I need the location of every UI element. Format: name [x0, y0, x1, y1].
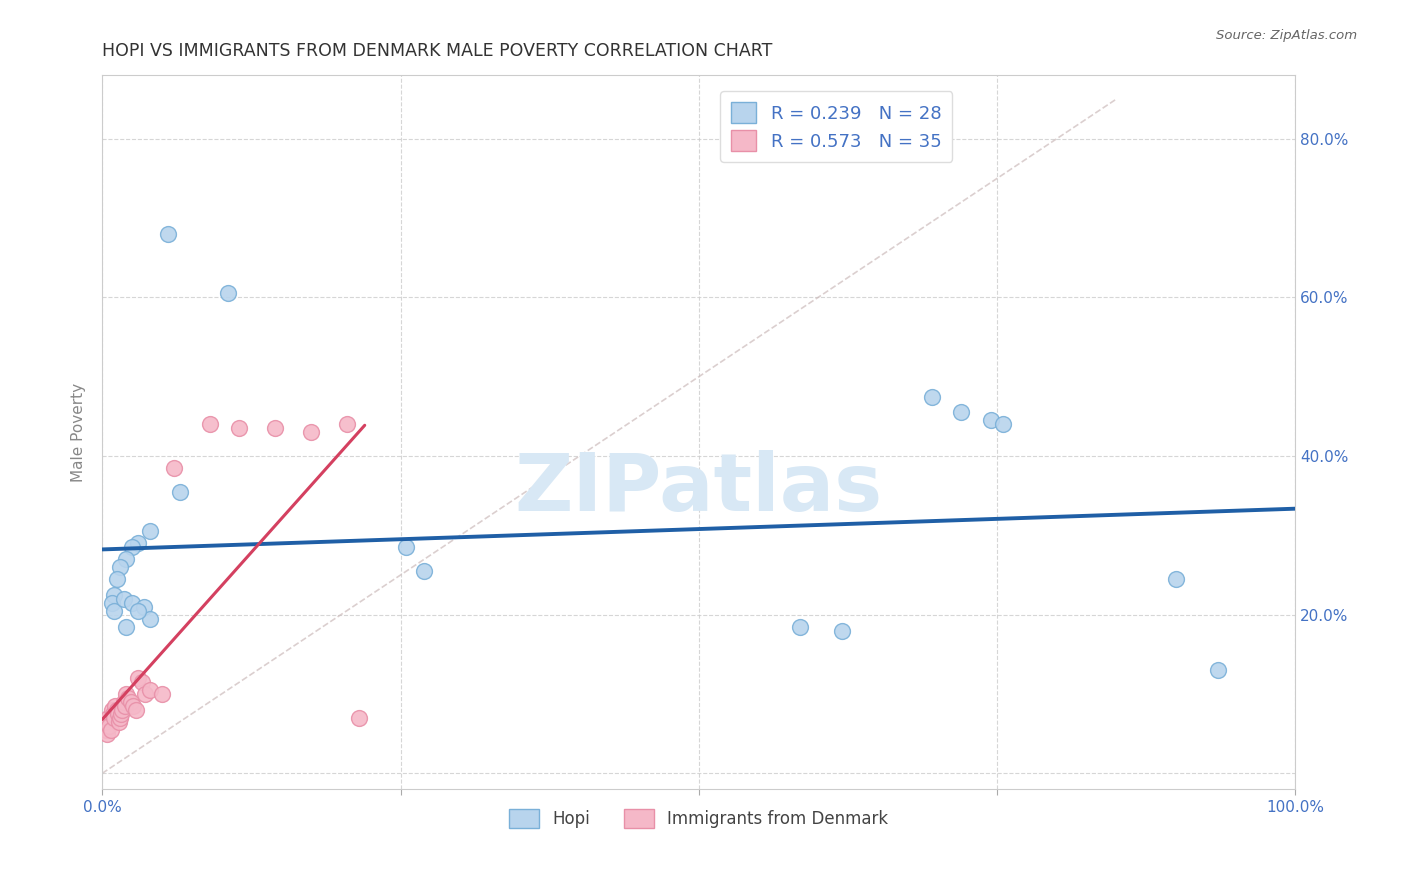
- Text: Source: ZipAtlas.com: Source: ZipAtlas.com: [1216, 29, 1357, 43]
- Point: [122, 698, 145, 713]
- Point: [114, 698, 136, 713]
- Point: [789, 619, 811, 633]
- Point: [264, 421, 287, 435]
- Point: [103, 604, 125, 618]
- Point: [831, 624, 853, 638]
- Point: [198, 417, 221, 432]
- Point: [127, 604, 149, 618]
- Point: [139, 524, 162, 539]
- Point: [413, 564, 436, 578]
- Point: [110, 706, 132, 721]
- Point: [115, 619, 138, 633]
- Legend: Hopi, Immigrants from Denmark: Hopi, Immigrants from Denmark: [503, 802, 896, 834]
- Point: [139, 612, 162, 626]
- Point: [115, 552, 138, 566]
- Point: [108, 560, 131, 574]
- Point: [105, 572, 128, 586]
- Point: [991, 417, 1014, 432]
- Point: [1166, 572, 1188, 586]
- Point: [103, 711, 125, 725]
- Point: [139, 683, 162, 698]
- Point: [950, 405, 973, 419]
- Text: HOPI VS IMMIGRANTS FROM DENMARK MALE POVERTY CORRELATION CHART: HOPI VS IMMIGRANTS FROM DENMARK MALE POV…: [103, 42, 772, 60]
- Point: [120, 695, 142, 709]
- Point: [108, 714, 131, 729]
- Point: [121, 596, 143, 610]
- Point: [104, 698, 127, 713]
- Point: [115, 687, 138, 701]
- Point: [96, 727, 118, 741]
- Point: [124, 703, 146, 717]
- Text: ZIPatlas: ZIPatlas: [515, 450, 883, 528]
- Point: [217, 286, 239, 301]
- Point: [100, 723, 122, 737]
- Point: [112, 591, 135, 606]
- Point: [112, 695, 135, 709]
- Point: [134, 687, 156, 701]
- Point: [980, 413, 1002, 427]
- Point: [150, 687, 173, 701]
- Point: [299, 425, 322, 440]
- Point: [347, 711, 370, 725]
- Point: [103, 588, 125, 602]
- Point: [97, 711, 120, 725]
- Point: [100, 596, 122, 610]
- Point: [127, 536, 149, 550]
- Point: [93, 714, 115, 729]
- Point: [127, 671, 149, 685]
- Point: [132, 599, 155, 614]
- Point: [117, 690, 139, 705]
- Point: [921, 390, 943, 404]
- Point: [156, 227, 179, 241]
- Point: [131, 675, 153, 690]
- Point: [1206, 663, 1229, 677]
- Point: [169, 484, 191, 499]
- Point: [228, 421, 250, 435]
- Point: [395, 541, 418, 555]
- Point: [100, 703, 122, 717]
- Point: [101, 706, 124, 721]
- Point: [105, 703, 128, 717]
- Point: [121, 541, 143, 555]
- Point: [111, 703, 134, 717]
- Point: [98, 719, 121, 733]
- Point: [336, 417, 359, 432]
- Point: [163, 461, 186, 475]
- Point: [94, 723, 117, 737]
- Point: [108, 711, 131, 725]
- Point: [107, 706, 129, 721]
- Y-axis label: Male Poverty: Male Poverty: [72, 383, 86, 482]
